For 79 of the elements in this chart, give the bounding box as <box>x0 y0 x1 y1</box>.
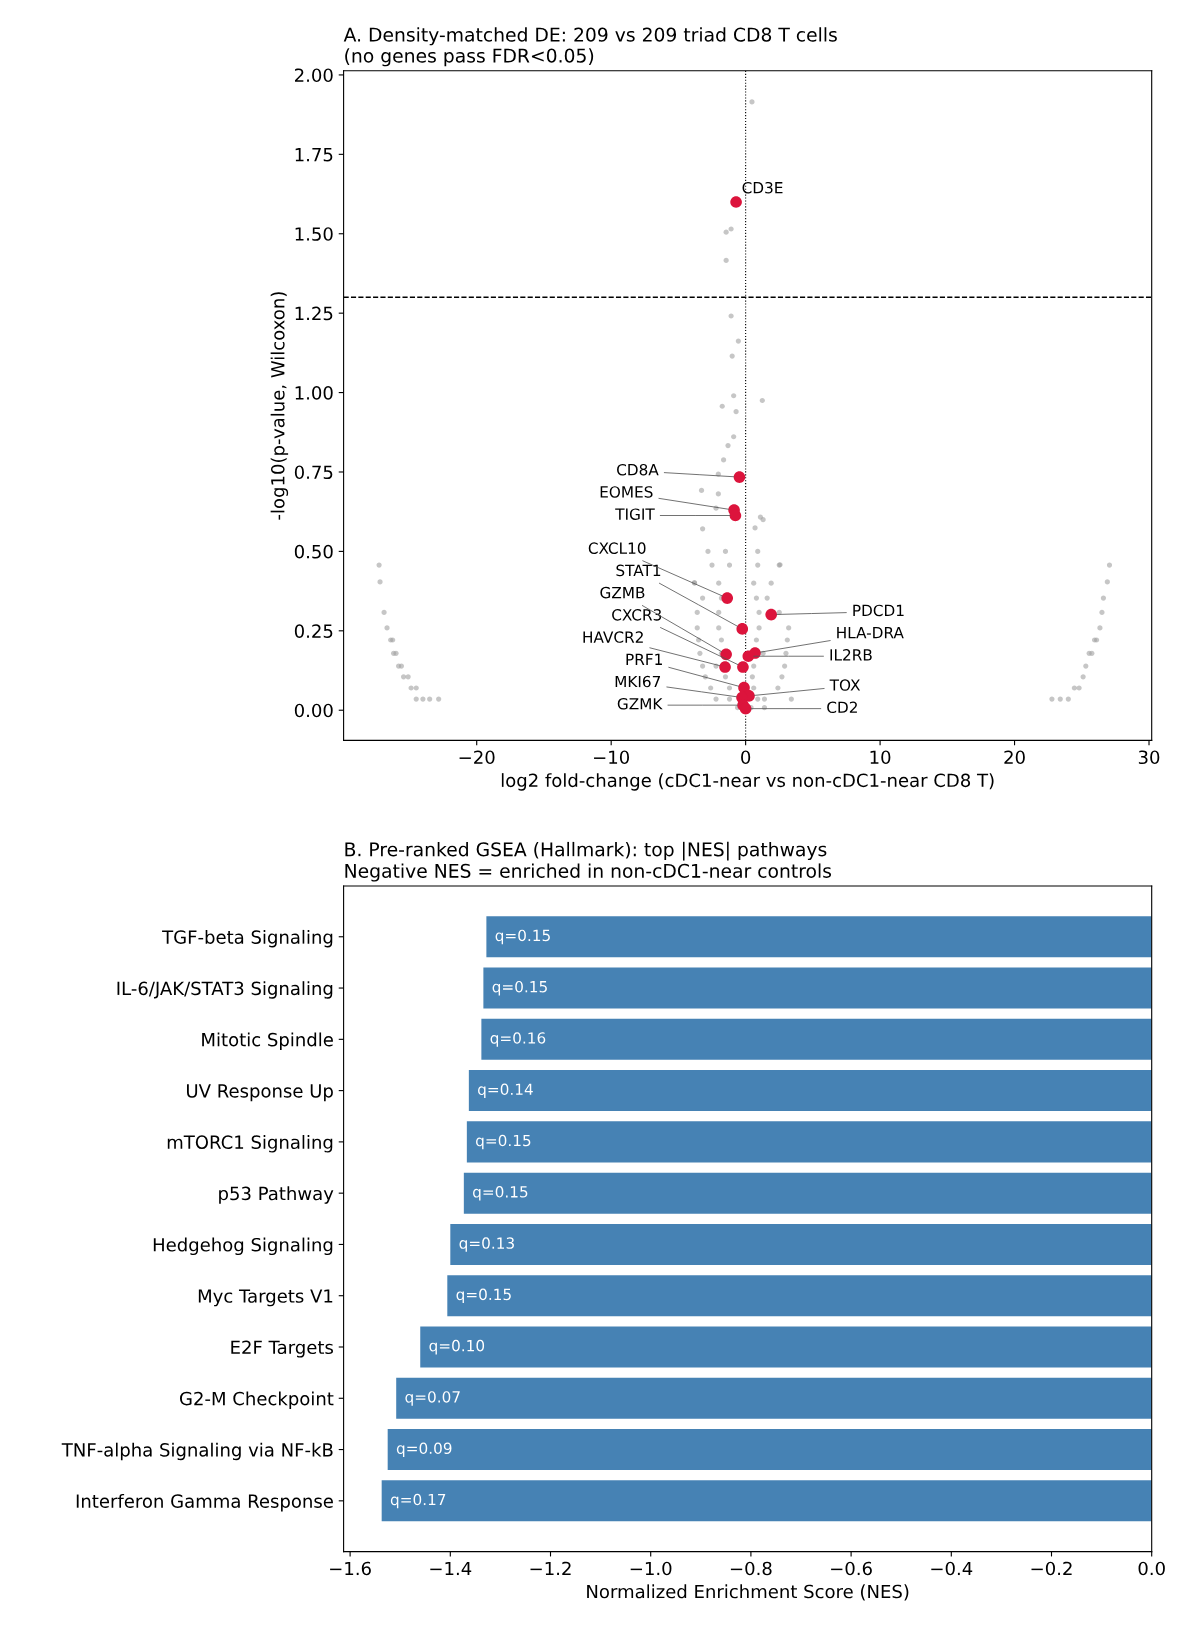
chart-title: A. Density-matched DE: 209 vs 209 triad CD8 T cells (no genes pass FDR<0.05) <box>343 27 837 67</box>
y-tick-label: E2F Targets <box>231 1340 333 1358</box>
annotation: q=0.14 <box>478 1083 533 1098</box>
y-tick-label: 1.50 <box>295 227 333 241</box>
x-tick-label: −1.6 <box>330 1561 371 1576</box>
annotation: q=0.09 <box>396 1442 452 1457</box>
annotation: GZMK <box>617 698 663 710</box>
point <box>739 702 752 715</box>
y-tick-label: 0.50 <box>294 544 333 559</box>
x-tick-label: 0.0 <box>1138 1561 1165 1576</box>
x-tick-label: −10 <box>594 750 630 765</box>
y-tick-label: UV Response Up <box>187 1084 333 1102</box>
x-tick-label: −1.2 <box>530 1561 571 1576</box>
y-tick-label: 2.00 <box>295 68 333 83</box>
x-tick-label: 10 <box>870 750 891 765</box>
x-tick-label: −0.4 <box>931 1561 973 1576</box>
x-tick-label: 30 <box>1138 750 1160 765</box>
annotation: CD3E <box>742 181 783 194</box>
annotation: GZMB <box>600 586 645 599</box>
x-tick-label: −1.4 <box>430 1561 472 1576</box>
point <box>737 661 749 673</box>
y-tick-label: p53 Pathway <box>219 1186 334 1204</box>
annotation: q=0.15 <box>476 1134 531 1150</box>
x-tick-label: 0 <box>741 750 751 765</box>
y-axis-title: -log10(p-value, Wilcoxon) <box>270 292 289 520</box>
y-tick-label: IL-6/JAK/STAT3 Signaling <box>117 981 333 999</box>
annotation: q=0.16 <box>490 1032 546 1047</box>
annotation: q=0.10 <box>429 1339 485 1355</box>
point <box>730 196 742 208</box>
y-tick-label: 0.00 <box>294 703 333 718</box>
y-tick-label: Interferon Gamma Response <box>76 1493 333 1512</box>
x-tick-label: −0.6 <box>831 1561 872 1576</box>
annotation: STAT1 <box>616 564 661 577</box>
chart-title: B. Pre-ranked GSEA (Hallmark): top |NES| pathways Negative NES = enriched in non-cDC1-near controls <box>345 841 832 882</box>
y-tick-label: 0.75 <box>294 465 333 480</box>
x-tick-label: −0.2 <box>1031 1561 1072 1576</box>
annotation: TOX <box>829 679 861 691</box>
y-tick-label: G2-M Checkpoint <box>179 1391 334 1409</box>
annotation: CD2 <box>827 701 857 714</box>
annotation: CXCL10 <box>588 542 646 554</box>
y-tick-label: 1.00 <box>295 386 333 400</box>
x-tick-label: −20 <box>459 750 495 765</box>
y-tick-label: 0.25 <box>294 624 333 638</box>
annotation: IL2RB <box>830 649 872 661</box>
annotation: q=0.15 <box>473 1186 528 1201</box>
annotation: CXCR3 <box>612 609 662 621</box>
annotation: HLA-DRA <box>837 627 904 639</box>
x-tick-label: −1.0 <box>630 1561 672 1576</box>
annotation: q=0.15 <box>495 929 550 945</box>
point <box>719 661 731 673</box>
annotation: PDCD1 <box>853 604 904 617</box>
annotation: EOMES <box>600 486 653 498</box>
point <box>749 647 761 659</box>
y-tick-label: Hedgehog Signaling <box>153 1237 333 1256</box>
y-tick-label: Mitotic Spindle <box>202 1032 333 1050</box>
annotation: q=0.17 <box>390 1493 446 1509</box>
y-tick-label: TNF-alpha Signaling via NF-kB <box>61 1442 333 1461</box>
x-tick-label: 20 <box>1004 750 1025 765</box>
annotation: q=0.07 <box>405 1391 460 1406</box>
annotation: CD8A <box>617 463 659 476</box>
point <box>721 592 734 604</box>
point <box>736 623 749 635</box>
point <box>733 471 746 483</box>
x-axis-title: log2 fold-change (cDC1-near vs non-cDC1-near CD8 T) <box>501 773 994 791</box>
annotation: q=0.15 <box>456 1288 511 1304</box>
y-tick-label: mTORC1 Signaling <box>167 1135 333 1153</box>
annotation: TIGIT <box>615 508 655 520</box>
annotation: PRF1 <box>626 653 662 665</box>
point <box>765 608 777 621</box>
annotation: MKI67 <box>615 675 661 688</box>
annotation: q=0.13 <box>459 1237 514 1252</box>
y-tick-label: TGF-beta Signaling <box>162 929 333 948</box>
x-tick-label: −0.8 <box>730 1561 772 1576</box>
y-tick-label: Myc Targets V1 <box>198 1289 333 1307</box>
annotation: HAVCR2 <box>583 631 643 643</box>
y-tick-label: 1.25 <box>295 306 333 321</box>
y-tick-label: 1.75 <box>295 148 333 162</box>
x-axis-title: Normalized Enrichment Score (NES) <box>587 1584 909 1601</box>
annotation: q=0.15 <box>492 980 547 996</box>
